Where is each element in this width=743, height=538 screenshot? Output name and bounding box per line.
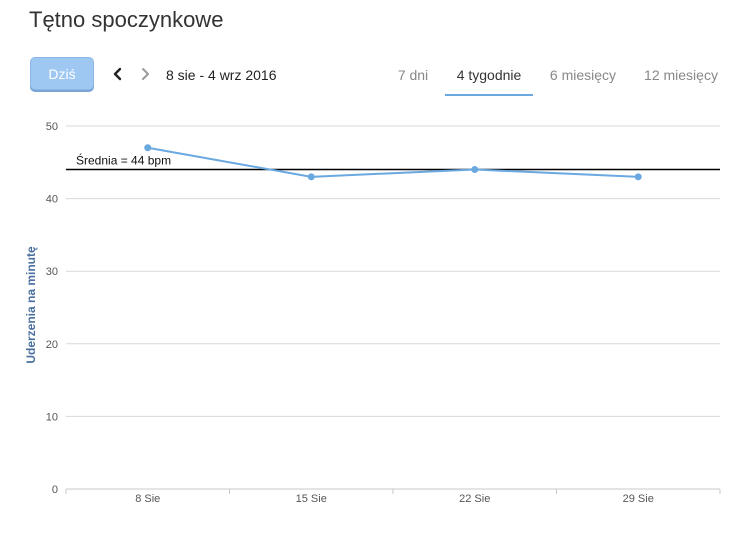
data-point bbox=[144, 144, 152, 152]
x-tick-label: 29 Sie bbox=[623, 493, 654, 505]
x-tick-label: 8 Sie bbox=[135, 493, 160, 505]
series-line bbox=[147, 146, 639, 178]
tab-12-months[interactable]: 12 miesięcy bbox=[644, 67, 718, 83]
chevron-right-icon[interactable] bbox=[138, 66, 152, 82]
y-tick-label: 30 bbox=[46, 266, 58, 278]
tab-6-months[interactable]: 6 miesięcy bbox=[549, 67, 617, 83]
page-title: Tętno spoczynkowe bbox=[29, 7, 224, 32]
y-tick-label: 40 bbox=[46, 194, 58, 206]
tab-4-weeks[interactable]: 4 tygodnie bbox=[445, 56, 533, 96]
data-point bbox=[307, 173, 315, 181]
x-tick-label: 15 Sie bbox=[296, 493, 327, 505]
today-button[interactable]: Dziś bbox=[30, 57, 94, 90]
average-label: Średnia = 44 bpm bbox=[76, 153, 171, 168]
data-point bbox=[634, 173, 642, 181]
y-tick-label: 50 bbox=[46, 121, 58, 133]
x-tick-label: 22 Sie bbox=[459, 493, 490, 505]
chevron-left-icon[interactable] bbox=[111, 66, 125, 82]
y-tick-label: 0 bbox=[52, 484, 58, 496]
y-tick-label: 20 bbox=[46, 339, 58, 351]
y-tick-label: 10 bbox=[46, 411, 58, 423]
data-point bbox=[471, 166, 479, 174]
date-range-label: 8 sie - 4 wrz 2016 bbox=[166, 67, 277, 83]
tab-7-days[interactable]: 7 dni bbox=[397, 67, 429, 83]
